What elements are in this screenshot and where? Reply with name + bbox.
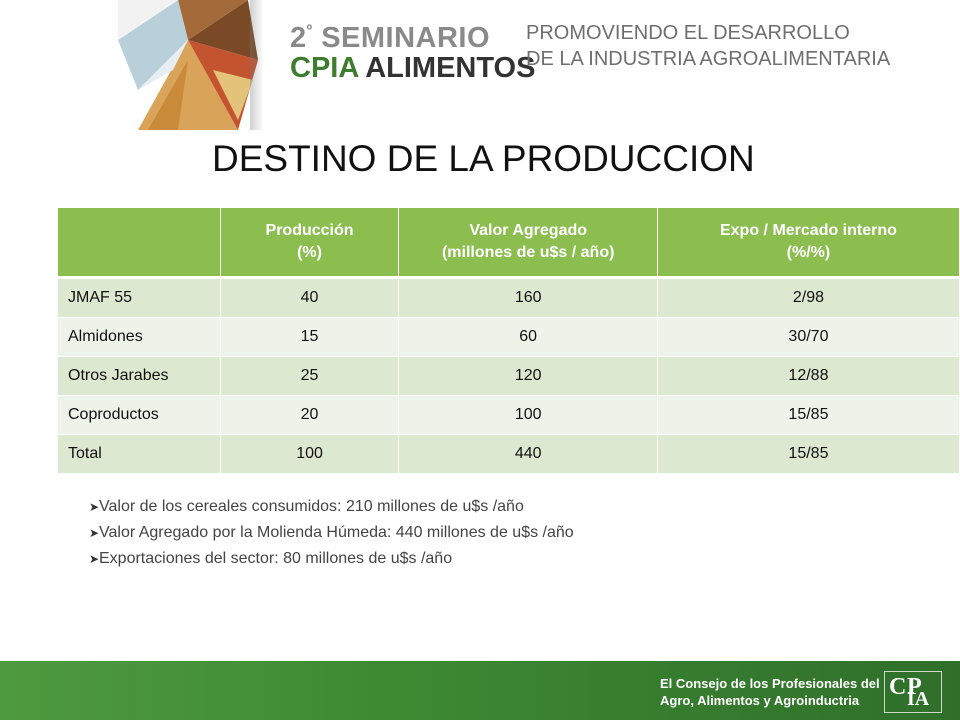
food-word: ALIMENTOS [365, 52, 536, 84]
bullet-text: Valor de los cereales consumidos: 210 mi… [99, 498, 524, 515]
table-cell: Coproductos [58, 395, 221, 435]
table-cell: 100 [398, 395, 658, 435]
table-cell: 160 [398, 277, 658, 318]
footer-line2: Agro, Alimentos y Agroinductria [660, 693, 860, 708]
table-cell: 120 [398, 356, 658, 396]
list-item: ➤Exportaciones del sector: 80 millones d… [89, 546, 574, 572]
table-cell: Almidones [58, 317, 221, 357]
slogan-line2: DE LA INDUSTRIA AGROALIMENTARIA [526, 48, 891, 70]
collage-graphic [118, 0, 258, 130]
table-cell: 15/85 [657, 434, 960, 474]
table-cell: 12/88 [657, 356, 960, 396]
slogan-line1: PROMOVIENDO EL DESARROLLO [526, 22, 850, 44]
table-row: Otros Jarabes 25 120 12/88 [58, 356, 960, 396]
slide-title: DESTINO DE LA PRODUCCION [212, 138, 755, 179]
footer-line1: El Consejo de los Profesionales del [660, 676, 880, 691]
seminar-line1: 2º SEMINARIO [290, 16, 535, 53]
table-cell: 40 [220, 277, 400, 318]
table-header-cell: Expo / Mercado interno (%/%) [657, 208, 960, 279]
slide-header: 2º SEMINARIO CPIA ALIMENTOS PROMOVIENDO … [0, 0, 960, 130]
table-cell: 100 [220, 434, 400, 474]
header-line2: (%/%) [786, 244, 831, 261]
seminar-logo: 2º SEMINARIO CPIA ALIMENTOS [290, 16, 535, 83]
table-cell: Otros Jarabes [58, 356, 221, 396]
food-collage-image [118, 0, 258, 130]
header-line2: (%) [297, 244, 322, 261]
table-cell: JMAF 55 [58, 277, 221, 318]
table-cell: 15 [220, 317, 400, 357]
cpia-logo: C P IA [884, 671, 942, 713]
table-header-cell [58, 208, 221, 279]
table-row: Almidones 15 60 30/70 [58, 317, 960, 357]
table-cell: 440 [398, 434, 658, 474]
bullet-list: ➤Valor de los cereales consumidos: 210 m… [89, 494, 574, 572]
table-cell: 2/98 [657, 277, 960, 318]
logo-letter-p: P [907, 674, 922, 700]
table-row: Coproductos 20 100 15/85 [58, 395, 960, 435]
arrow-bullet-icon: ➤ [89, 526, 100, 540]
production-table: Producción (%) Valor Agregado (millones … [58, 208, 960, 474]
table-row: JMAF 55 40 160 2/98 [58, 277, 960, 318]
table-header-row: Producción (%) Valor Agregado (millones … [58, 208, 960, 279]
list-item: ➤Valor de los cereales consumidos: 210 m… [89, 494, 574, 520]
table-cell: 30/70 [657, 317, 960, 357]
header-divider [250, 0, 264, 130]
table-cell: 25 [220, 356, 400, 396]
table-cell: 60 [398, 317, 658, 357]
seminar-line2: CPIA ALIMENTOS [290, 53, 535, 83]
header-line1: Valor Agregado [469, 222, 588, 239]
bullet-text: Valor Agregado por la Molienda Húmeda: 4… [99, 524, 574, 541]
slogan: PROMOVIENDO EL DESARROLLO DE LA INDUSTRI… [526, 20, 890, 72]
seminar-word: SEMINARIO [321, 22, 491, 54]
list-item: ➤Valor Agregado por la Molienda Húmeda: … [89, 520, 574, 546]
logo-letters-ia: IA [907, 688, 930, 710]
arrow-bullet-icon: ➤ [89, 552, 100, 566]
table-cell: 20 [220, 395, 400, 435]
slide-footer: El Consejo de los Profesionales del Agro… [0, 661, 960, 720]
org-word: CPIA [290, 52, 359, 84]
arrow-bullet-icon: ➤ [89, 500, 100, 514]
seminar-number-sup: º [306, 22, 313, 39]
footer-text: El Consejo de los Profesionales del Agro… [660, 675, 880, 709]
seminar-number: 2 [290, 22, 307, 54]
header-line1: Producción [265, 222, 354, 239]
table-cell: Total [58, 434, 221, 474]
header-line1: Expo / Mercado interno [719, 222, 897, 239]
header-line2: (millones de u$s / año) [441, 244, 615, 261]
table-header-cell: Producción (%) [220, 208, 400, 279]
bullet-text: Exportaciones del sector: 80 millones de… [99, 550, 453, 567]
table-cell: 15/85 [657, 395, 960, 435]
table-header-cell: Valor Agregado (millones de u$s / año) [398, 208, 658, 279]
logo-letter-c: C [889, 674, 907, 700]
table-row-total: Total 100 440 15/85 [58, 434, 960, 474]
